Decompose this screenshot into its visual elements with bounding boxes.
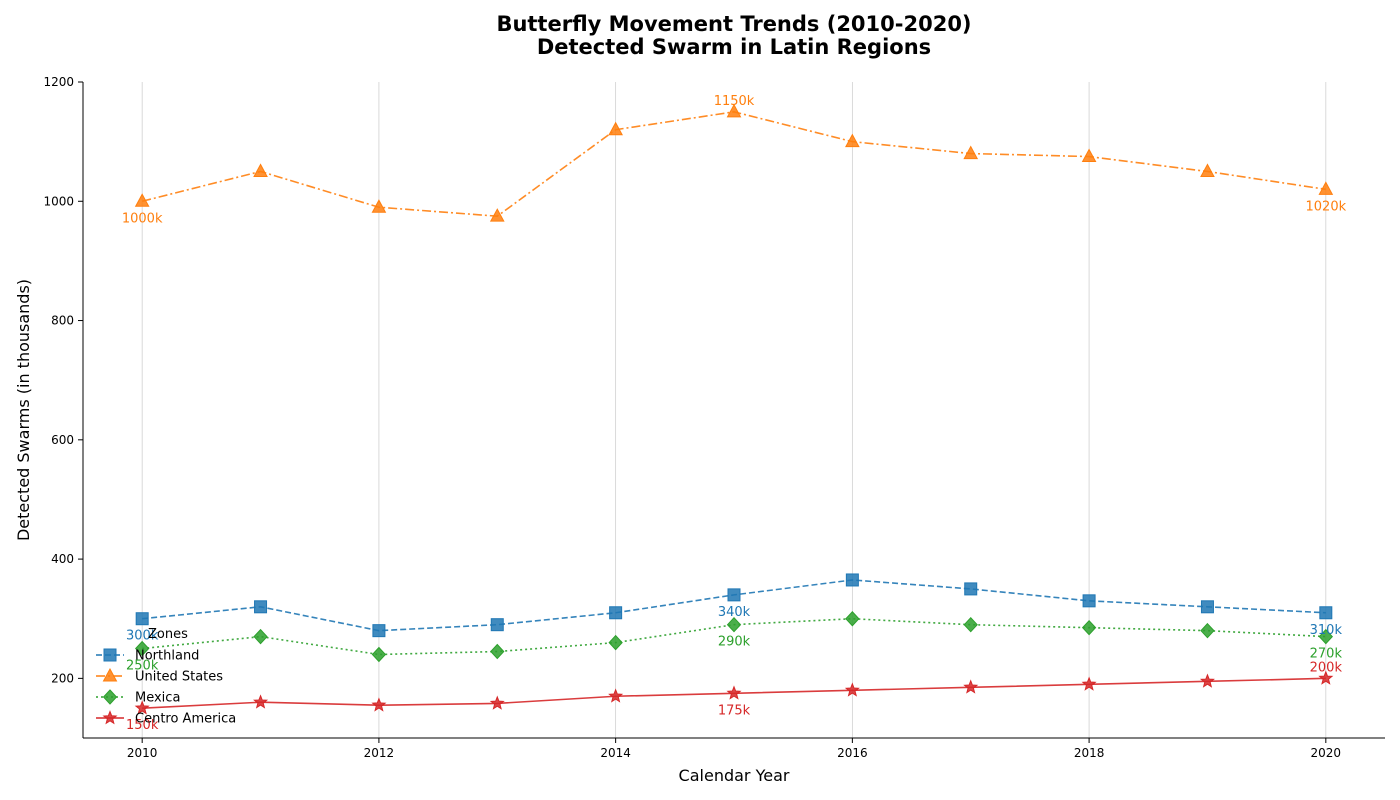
- data-point: [1200, 622, 1215, 639]
- data-point: [608, 688, 624, 703]
- legend-item: Northland: [96, 648, 199, 664]
- legend-label: Centro America: [135, 712, 236, 727]
- legend-marker: [103, 648, 117, 662]
- data-point: [845, 133, 860, 148]
- chart-title: Butterfly Movement Trends (2010-2020): [496, 12, 971, 36]
- data-point: [134, 640, 150, 657]
- data-point: [371, 199, 387, 213]
- legend-marker: [102, 689, 118, 705]
- data-label: 1150k: [714, 94, 755, 109]
- data-point: [1082, 594, 1096, 608]
- data-point: [253, 163, 268, 177]
- data-point: [963, 145, 979, 160]
- data-label: 150k: [126, 718, 159, 733]
- data-label: 290k: [718, 635, 751, 650]
- x-tick-label: 2010: [127, 746, 158, 760]
- data-label: 200k: [1310, 660, 1343, 675]
- data-point: [371, 646, 387, 663]
- data-point: [609, 606, 623, 620]
- data-point: [1081, 676, 1097, 691]
- data-point: [134, 193, 150, 207]
- data-label: 1020k: [1306, 199, 1347, 214]
- data-point: [253, 628, 268, 645]
- data-point: [490, 643, 505, 660]
- data-point: [1081, 619, 1097, 636]
- data-point: [135, 612, 149, 626]
- x-tick-label: 2012: [364, 746, 395, 760]
- data-point: [253, 694, 269, 709]
- data-point: [845, 573, 859, 587]
- y-tick-label: 1200: [43, 75, 74, 89]
- legend-item: Centro America: [96, 710, 236, 727]
- y-tick-label: 1000: [43, 194, 74, 208]
- data-point: [1200, 600, 1214, 614]
- data-point: [1199, 673, 1215, 688]
- data-label: 250k: [126, 659, 159, 674]
- data-point: [1318, 628, 1334, 645]
- x-tick-label: 2018: [1074, 746, 1105, 760]
- data-label: 300k: [126, 629, 159, 644]
- data-point: [963, 616, 978, 633]
- data-label: 1000k: [122, 211, 163, 226]
- data-point: [964, 582, 978, 596]
- legend-label: United States: [135, 670, 223, 685]
- data-point: [1081, 148, 1097, 163]
- data-point: [1318, 670, 1334, 685]
- chart-subtitle: Detected Swarm in Latin Regions: [537, 35, 931, 59]
- legend-label: Northland: [135, 649, 199, 664]
- data-point: [844, 682, 860, 697]
- data-point: [489, 695, 505, 710]
- legend-label: Mexica: [135, 691, 180, 706]
- legend-marker: [102, 710, 118, 725]
- y-axis-label: Detected Swarms (in thousands): [14, 279, 33, 541]
- axes: 2010 2012 2014 2016 2018 2020 200 400 600 800 1000…: [43, 75, 1385, 760]
- series-mexica: [134, 610, 1334, 663]
- data-point: [134, 700, 150, 715]
- data-point: [490, 618, 504, 632]
- legend: Zones Northland United States Mexica Centro …: [96, 627, 236, 727]
- data-point: [1318, 181, 1334, 195]
- legend-marker: [102, 667, 118, 682]
- data-point: [845, 610, 860, 627]
- data-point: [372, 624, 386, 638]
- data-point: [726, 616, 742, 633]
- data-point: [727, 588, 741, 602]
- series-line: [141, 111, 1326, 217]
- x-tick-label: 2016: [837, 746, 868, 760]
- data-point: [1200, 163, 1215, 177]
- data-point: [489, 208, 505, 222]
- series-group: [134, 103, 1334, 715]
- data-point: [371, 697, 387, 712]
- data-point: [1319, 606, 1333, 620]
- series-centro-america: [134, 670, 1334, 715]
- data-label: 270k: [1310, 647, 1343, 662]
- series-united-states: [134, 103, 1334, 222]
- data-point: [963, 679, 979, 694]
- data-labels: 300k 340k 310k 1000k 1150k 1020k 250k 290k 270k 1…: [122, 94, 1347, 733]
- legend-item: Mexica: [96, 689, 180, 706]
- data-point: [608, 121, 623, 136]
- y-tick-label: 600: [51, 433, 74, 447]
- y-tick-label: 800: [51, 314, 74, 328]
- y-tick-label: 400: [51, 552, 74, 566]
- legend-title: Zones: [148, 627, 188, 642]
- y-tick-label: 200: [51, 671, 74, 685]
- data-label: 310k: [1310, 623, 1343, 638]
- data-label: 340k: [718, 605, 751, 620]
- x-tick-label: 2014: [600, 746, 631, 760]
- data-point: [726, 103, 742, 118]
- data-label: 175k: [718, 703, 751, 718]
- legend-item: United States: [96, 667, 223, 685]
- data-point: [608, 634, 623, 651]
- x-axis-label: Calendar Year: [679, 766, 790, 785]
- x-tick-label: 2020: [1311, 746, 1342, 760]
- data-point: [254, 600, 268, 614]
- series-northland: [135, 573, 1333, 638]
- data-point: [726, 685, 742, 700]
